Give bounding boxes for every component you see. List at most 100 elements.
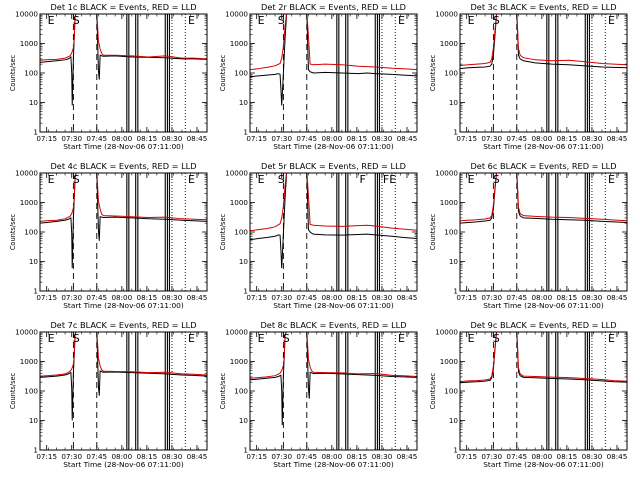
chart-panel: Det 7c BLACK = Events, RED = LLD E S E 1 10 10… bbox=[9, 320, 208, 469]
event-marker-label: S bbox=[283, 332, 290, 345]
x-tick-label: 07:15 bbox=[456, 452, 477, 461]
series-line-events bbox=[250, 173, 417, 269]
y-tick-label: 1000 bbox=[230, 39, 249, 48]
panel-title: Det 8c BLACK = Events, RED = LLD bbox=[260, 320, 406, 330]
x-tick-label: 07:30 bbox=[271, 452, 292, 461]
x-tick-label: 08:15 bbox=[557, 293, 578, 302]
event-marker-label: E bbox=[398, 14, 405, 27]
x-tick-label: 07:45 bbox=[86, 134, 107, 143]
y-axis-label: Counts/sec bbox=[9, 372, 17, 409]
y-tick-label: 1000 bbox=[230, 357, 249, 366]
event-marker-label: E bbox=[608, 173, 615, 186]
plot-frame bbox=[249, 331, 418, 451]
x-tick-label: 07:45 bbox=[86, 452, 107, 461]
x-tick-label: 07:45 bbox=[506, 452, 527, 461]
panel-title: Det 4c BLACK = Events, RED = LLD bbox=[50, 161, 196, 171]
chart-panel: Det 5r BLACK = Events, RED = LLD E S F FE 1 10… bbox=[219, 161, 418, 310]
x-tick-label: 07:30 bbox=[481, 293, 502, 302]
x-tick-label: 08:30 bbox=[582, 293, 603, 302]
y-tick-label: 1000 bbox=[440, 198, 459, 207]
y-tick-label: 10000 bbox=[15, 328, 38, 337]
y-tick-label: 100 bbox=[234, 387, 248, 396]
x-tick-label: 08:30 bbox=[372, 452, 393, 461]
series-line-lld bbox=[460, 173, 627, 222]
event-marker-label: S bbox=[493, 332, 500, 345]
plot-frame bbox=[39, 331, 208, 451]
x-tick-label: 07:45 bbox=[506, 134, 527, 143]
x-tick-label: 08:30 bbox=[162, 452, 183, 461]
event-marker-label: FE bbox=[383, 173, 396, 186]
chart-panel: Det 3c BLACK = Events, RED = LLD E S E 1 10 10… bbox=[429, 2, 628, 151]
x-tick-label: 08:30 bbox=[372, 134, 393, 143]
plot-frame bbox=[459, 172, 628, 292]
event-marker-label: F bbox=[360, 173, 366, 186]
x-tick-label: 08:00 bbox=[531, 293, 552, 302]
x-tick-label: 08:00 bbox=[111, 452, 132, 461]
y-tick-label: 1 bbox=[243, 287, 248, 296]
x-tick-label: 07:15 bbox=[36, 134, 57, 143]
x-axis-label: Start Time (28-Nov-06 07:11:00) bbox=[483, 301, 604, 310]
y-tick-label: 1000 bbox=[20, 198, 39, 207]
x-tick-label: 08:45 bbox=[187, 452, 208, 461]
x-tick-label: 08:30 bbox=[582, 134, 603, 143]
x-tick-label: 08:15 bbox=[347, 293, 368, 302]
y-axis-label: Counts/sec bbox=[429, 213, 437, 250]
y-tick-label: 10000 bbox=[435, 169, 458, 178]
y-tick-label: 1000 bbox=[20, 357, 39, 366]
series-line-events bbox=[40, 173, 207, 269]
series-line-lld bbox=[40, 14, 207, 61]
x-tick-label: 07:45 bbox=[506, 293, 527, 302]
x-tick-label: 08:45 bbox=[397, 293, 418, 302]
x-tick-label: 08:15 bbox=[137, 452, 158, 461]
series-line-lld bbox=[250, 173, 417, 232]
y-tick-label: 10 bbox=[29, 257, 39, 266]
x-tick-label: 07:15 bbox=[246, 134, 267, 143]
event-marker-label: E bbox=[398, 332, 405, 345]
y-tick-label: 10 bbox=[449, 416, 459, 425]
y-axis-label: Counts/sec bbox=[219, 372, 227, 409]
y-tick-label: 10000 bbox=[225, 10, 248, 19]
event-marker-label: E bbox=[48, 173, 55, 186]
x-tick-label: 08:15 bbox=[557, 452, 578, 461]
y-tick-label: 10 bbox=[239, 257, 249, 266]
chart-panel: Det 4c BLACK = Events, RED = LLD E S E 1 10 10… bbox=[9, 161, 208, 310]
y-tick-label: 1 bbox=[243, 128, 248, 137]
x-axis-label: Start Time (28-Nov-06 07:11:00) bbox=[63, 460, 184, 469]
x-tick-label: 07:15 bbox=[246, 293, 267, 302]
event-marker-label: E bbox=[188, 332, 195, 345]
series-line-events bbox=[250, 332, 417, 426]
event-marker-label: E bbox=[468, 332, 475, 345]
y-tick-label: 10 bbox=[449, 98, 459, 107]
x-tick-label: 08:45 bbox=[607, 452, 628, 461]
x-tick-label: 08:00 bbox=[321, 452, 342, 461]
x-tick-label: 08:00 bbox=[321, 293, 342, 302]
y-axis-label: Counts/sec bbox=[429, 372, 437, 409]
y-tick-label: 100 bbox=[24, 228, 38, 237]
plot-frame bbox=[249, 172, 418, 292]
x-tick-label: 08:30 bbox=[162, 134, 183, 143]
x-tick-label: 07:30 bbox=[61, 293, 82, 302]
x-tick-label: 08:45 bbox=[397, 134, 418, 143]
x-axis-label: Start Time (28-Nov-06 07:11:00) bbox=[273, 142, 394, 151]
y-axis-label: Counts/sec bbox=[9, 213, 17, 250]
y-tick-label: 1 bbox=[453, 446, 458, 455]
plot-frame bbox=[39, 172, 208, 292]
x-tick-label: 08:30 bbox=[582, 452, 603, 461]
event-marker-label: S bbox=[73, 332, 80, 345]
y-tick-label: 10000 bbox=[435, 10, 458, 19]
y-tick-label: 1000 bbox=[440, 39, 459, 48]
x-tick-label: 08:00 bbox=[531, 452, 552, 461]
event-marker-label: E bbox=[258, 14, 265, 27]
y-tick-label: 10000 bbox=[225, 169, 248, 178]
event-marker-label: E bbox=[48, 332, 55, 345]
y-tick-label: 10 bbox=[449, 257, 459, 266]
event-marker-label: E bbox=[608, 14, 615, 27]
x-axis-label: Start Time (28-Nov-06 07:11:00) bbox=[63, 142, 184, 151]
y-tick-label: 1000 bbox=[230, 198, 249, 207]
chart-panel: Det 9c BLACK = Events, RED = LLD E S E 1 10 10… bbox=[429, 320, 628, 469]
x-tick-label: 08:15 bbox=[347, 134, 368, 143]
y-tick-label: 1 bbox=[33, 128, 38, 137]
x-tick-label: 08:45 bbox=[607, 293, 628, 302]
y-tick-label: 10000 bbox=[225, 328, 248, 337]
